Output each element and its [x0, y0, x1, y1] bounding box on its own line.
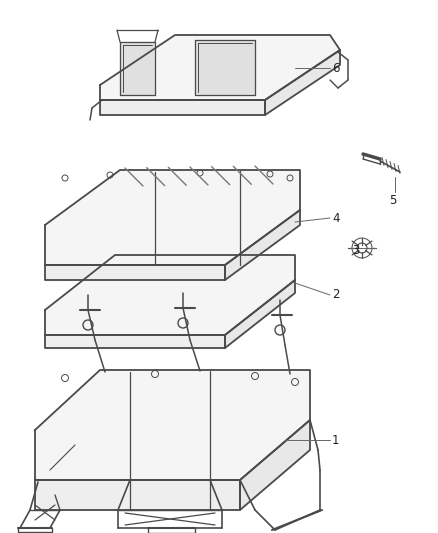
Polygon shape	[120, 42, 155, 95]
Polygon shape	[45, 335, 225, 348]
Polygon shape	[100, 35, 340, 100]
Text: 3: 3	[352, 244, 359, 256]
Polygon shape	[35, 480, 240, 510]
Polygon shape	[45, 265, 225, 280]
Polygon shape	[265, 50, 340, 115]
Polygon shape	[45, 170, 300, 265]
Polygon shape	[195, 40, 255, 95]
Polygon shape	[240, 420, 310, 510]
Text: 1: 1	[332, 433, 339, 447]
Polygon shape	[225, 210, 300, 280]
Polygon shape	[100, 100, 265, 115]
Polygon shape	[45, 255, 295, 335]
Text: 4: 4	[332, 212, 339, 224]
Polygon shape	[225, 280, 295, 348]
Text: 2: 2	[332, 288, 339, 302]
Polygon shape	[35, 370, 310, 480]
Text: 5: 5	[389, 193, 396, 206]
Text: 6: 6	[332, 61, 339, 75]
